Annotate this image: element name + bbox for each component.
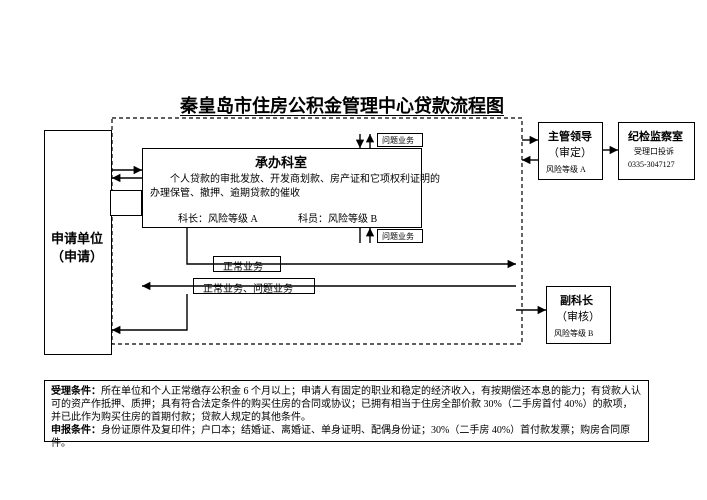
footer-label-2: 申报条件：: [51, 425, 101, 436]
footer-box: 受理条件：所在单位和个人正常缴存公积金 6 个月以上；申请人有固定的职业和稳定的…: [44, 380, 649, 442]
footer-item-1: 受理条件：所在单位和个人正常缴存公积金 6 个月以上；申请人有固定的职业和稳定的…: [51, 385, 642, 424]
footer-label-1: 受理条件：: [51, 386, 101, 397]
footer-text-1: 所在单位和个人正常缴存公积金 6 个月以上；申请人有固定的职业和稳定的经济收入，…: [51, 386, 641, 423]
footer-text-2: 身份证原件及复印件；户口本；结婚证、离婚证、单身证明、配偶身份证；30%（二手房…: [51, 425, 630, 449]
footer-item-2: 申报条件：身份证原件及复印件；户口本；结婚证、离婚证、单身证明、配偶身份证；30…: [51, 424, 642, 450]
